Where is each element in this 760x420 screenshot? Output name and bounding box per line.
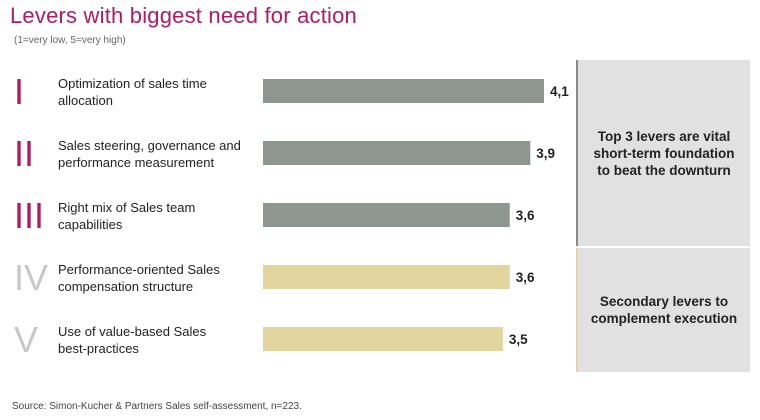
bar <box>263 265 510 289</box>
chart-subtitle: (1=very low, 5=very high) <box>14 35 126 46</box>
lever-numeral: IV <box>14 257 48 298</box>
lever-numeral: I <box>14 71 24 112</box>
value-label: 3,5 <box>509 332 528 347</box>
top-levers-text: Top 3 levers are vital short-term founda… <box>593 128 735 178</box>
top-levers-panel: Top 3 levers are vital short-term founda… <box>576 60 750 246</box>
lever-label: Right mix of Sales team <box>58 200 195 215</box>
lever-label: Sales steering, governance and <box>58 138 241 153</box>
lever-label: Performance-oriented Sales <box>58 262 220 277</box>
bar <box>263 141 531 165</box>
value-label: 3,6 <box>516 270 535 285</box>
lever-label: capabilities <box>58 217 123 232</box>
lever-label: allocation <box>58 93 113 108</box>
lever-label: best-practices <box>58 341 139 356</box>
value-label: 3,6 <box>516 208 535 223</box>
value-label: 4,1 <box>550 84 569 99</box>
chart-title: Levers with biggest need for action <box>10 3 357 28</box>
secondary-levers-panel: Secondary levers to complement execution <box>576 248 750 372</box>
value-label: 3,9 <box>536 146 555 161</box>
bar <box>263 203 510 227</box>
bar <box>263 327 503 351</box>
lever-label: performance measurement <box>58 155 214 170</box>
lever-numeral: III <box>14 195 44 236</box>
secondary-levers-text: Secondary levers to complement execution <box>590 294 738 326</box>
lever-numeral: V <box>14 319 38 360</box>
lever-label: Use of value-based Sales <box>58 324 207 339</box>
source-note: Source: Simon-Kucher & Partners Sales se… <box>12 401 302 412</box>
lever-label: Optimization of sales time <box>58 76 207 91</box>
lever-numeral: II <box>14 133 34 174</box>
bar-chart: I Optimization of sales time allocation 4,1… <box>14 71 569 360</box>
lever-label: compensation structure <box>58 279 193 294</box>
bar <box>263 79 544 103</box>
